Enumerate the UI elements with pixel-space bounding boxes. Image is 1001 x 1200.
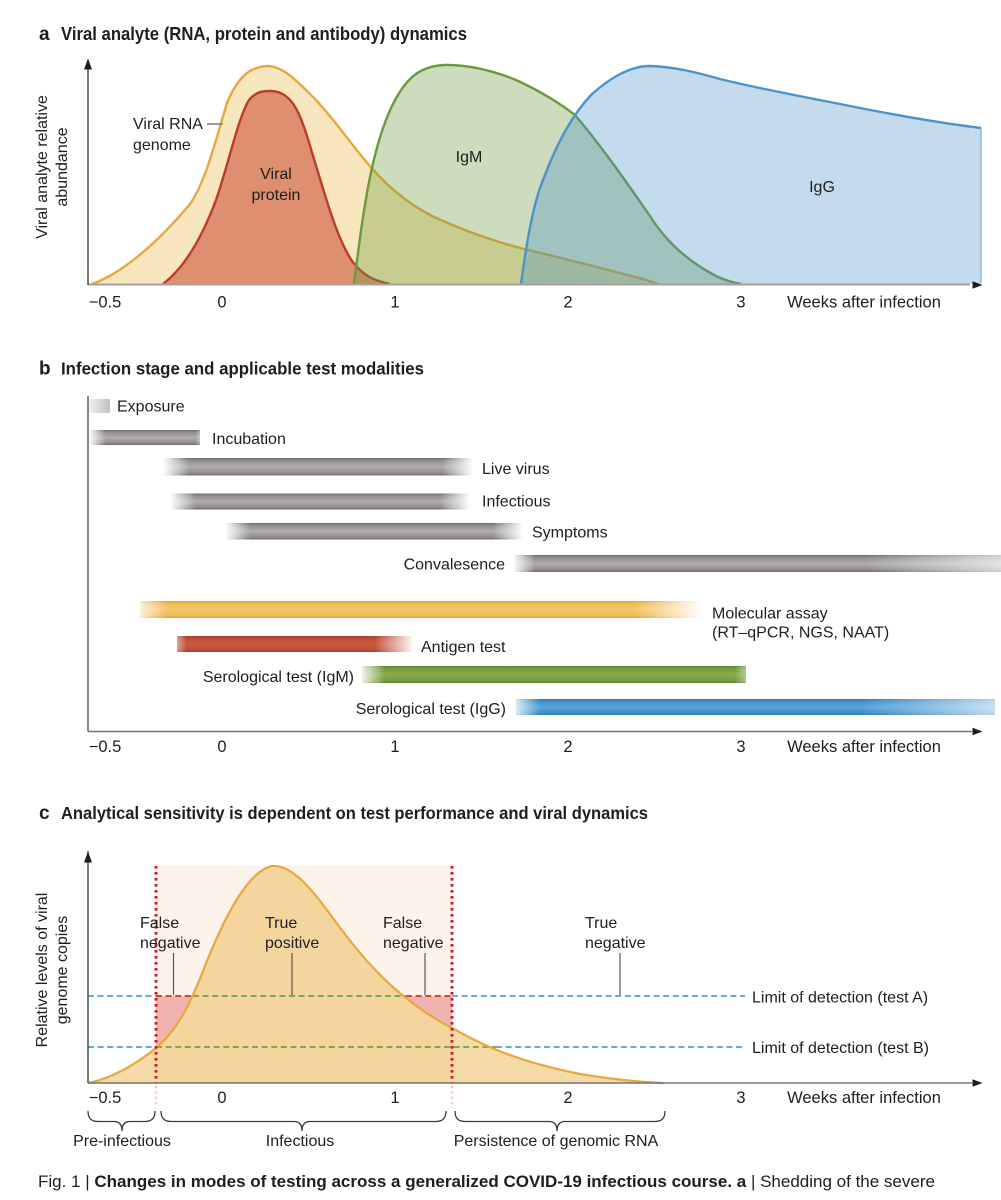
svg-text:positive: positive [265, 935, 319, 952]
svg-text:Symptoms: Symptoms [532, 525, 608, 542]
svg-text:3: 3 [736, 294, 745, 312]
svg-text:IgG: IgG [809, 179, 835, 196]
svg-text:Viral: Viral [260, 166, 292, 183]
svg-text:Limit of detection (test A): Limit of detection (test A) [752, 990, 928, 1007]
svg-text:False: False [383, 915, 422, 932]
svg-text:Incubation: Incubation [212, 431, 286, 448]
svg-text:Convalesence: Convalesence [404, 557, 506, 574]
svg-text:Analytical sensitivity is depe: Analytical sensitivity is dependent on t… [61, 803, 648, 823]
svg-text:Weeks after infection: Weeks after infection [787, 738, 941, 756]
svg-text:−0.5: −0.5 [89, 738, 122, 756]
svg-text:0: 0 [217, 1089, 226, 1107]
svg-text:Weeks after infection: Weeks after infection [787, 294, 941, 312]
svg-text:c: c [39, 803, 50, 824]
svg-text:False: False [140, 915, 179, 932]
svg-text:Viral analyte relative: Viral analyte relative [34, 95, 51, 239]
svg-text:Viral RNA: Viral RNA [133, 116, 203, 133]
svg-text:0: 0 [217, 294, 226, 312]
svg-text:1: 1 [390, 294, 399, 312]
svg-text:−0.5: −0.5 [89, 294, 122, 312]
svg-text:3: 3 [736, 1089, 745, 1107]
svg-text:3: 3 [736, 738, 745, 756]
svg-text:(RT–qPCR, NGS, NAAT): (RT–qPCR, NGS, NAAT) [712, 625, 889, 642]
svg-text:Relative levels of viral: Relative levels of viral [34, 893, 51, 1048]
svg-text:True: True [265, 915, 297, 932]
svg-text:Infectious: Infectious [482, 494, 550, 511]
svg-text:genome: genome [133, 137, 191, 154]
svg-text:protein: protein [252, 187, 301, 204]
svg-text:Weeks after infection: Weeks after infection [787, 1089, 941, 1107]
svg-text:negative: negative [140, 935, 201, 952]
svg-text:Viral analyte (RNA, protein an: Viral analyte (RNA, protein and antibody… [61, 24, 467, 44]
svg-text:0: 0 [217, 738, 226, 756]
svg-text:True: True [585, 915, 617, 932]
svg-text:Limit of detection (test B): Limit of detection (test B) [752, 1040, 929, 1057]
svg-text:Pre-infectious: Pre-infectious [73, 1133, 171, 1150]
svg-text:2: 2 [563, 738, 572, 756]
svg-text:b: b [39, 359, 51, 380]
svg-text:Antigen test: Antigen test [421, 639, 506, 656]
svg-text:Live virus: Live virus [482, 461, 550, 478]
svg-text:negative: negative [383, 935, 444, 952]
svg-text:Infectious: Infectious [266, 1133, 334, 1150]
svg-text:abundance: abundance [54, 127, 71, 206]
svg-text:a: a [39, 24, 50, 45]
svg-text:1: 1 [390, 1089, 399, 1107]
svg-text:−0.5: −0.5 [89, 1089, 122, 1107]
svg-text:2: 2 [563, 294, 572, 312]
svg-text:Persistence of genomic RNA: Persistence of genomic RNA [454, 1133, 659, 1150]
svg-text:Molecular assay: Molecular assay [712, 606, 828, 623]
svg-text:Fig. 1 | Changes in modes of t: Fig. 1 | Changes in modes of testing acr… [38, 1172, 935, 1191]
svg-text:Exposure: Exposure [117, 399, 185, 416]
svg-text:negative: negative [585, 935, 646, 952]
svg-text:Serological test (IgM): Serological test (IgM) [203, 669, 354, 686]
svg-text:1: 1 [390, 738, 399, 756]
svg-text:Infection stage and applicable: Infection stage and applicable test moda… [61, 359, 424, 379]
svg-text:2: 2 [563, 1089, 572, 1107]
svg-text:genome copies: genome copies [54, 916, 71, 1025]
svg-text:IgM: IgM [456, 149, 483, 166]
svg-text:Serological test (IgG): Serological test (IgG) [356, 701, 506, 718]
